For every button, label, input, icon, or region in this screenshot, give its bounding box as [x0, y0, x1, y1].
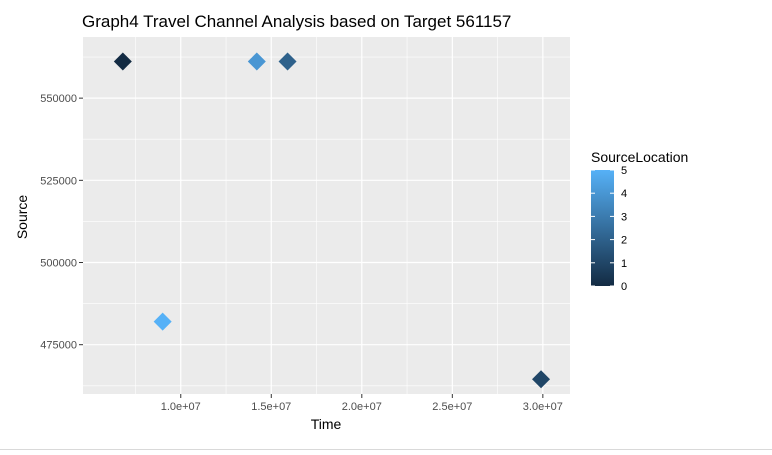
- legend-colorbar: [591, 170, 614, 286]
- bottom-divider: [0, 449, 772, 450]
- x-axis-label: Time: [311, 416, 342, 432]
- data-point: [247, 52, 266, 71]
- x-tick-label: 3.0e+07: [523, 401, 563, 413]
- data-point: [113, 52, 132, 71]
- y-tick-label: 550000: [40, 93, 77, 105]
- y-tick-label: 475000: [40, 340, 77, 352]
- y-tick-label: 525000: [40, 175, 77, 187]
- x-tick-label: 2.0e+07: [342, 401, 382, 413]
- legend-title: SourceLocation: [591, 149, 688, 165]
- legend-tick-label: 0: [621, 281, 627, 293]
- y-axis-label: Source: [14, 195, 30, 240]
- data-point: [153, 312, 172, 331]
- plot-panel: [83, 37, 570, 394]
- chart-title: Graph4 Travel Channel Analysis based on …: [82, 12, 511, 31]
- legend-tick-label: 4: [621, 188, 627, 200]
- legend-tick-label: 2: [621, 235, 627, 247]
- data-points: [113, 52, 551, 389]
- x-tick-label: 1.0e+07: [161, 401, 201, 413]
- y-tick-label: 500000: [40, 258, 77, 270]
- plot-background: [83, 37, 570, 394]
- color-legend: SourceLocation 0 1 2 3 4 5: [591, 149, 688, 293]
- data-point: [278, 52, 297, 71]
- legend-tick-label: 5: [621, 165, 627, 177]
- legend-tick-label: 1: [621, 258, 627, 270]
- axes: 1.0e+07 1.5e+07 2.0e+07 2.5e+07 3.0e+07 47500…: [40, 93, 563, 413]
- data-point: [532, 370, 551, 389]
- x-tick-label: 1.5e+07: [251, 401, 291, 413]
- x-tick-label: 2.5e+07: [432, 401, 472, 413]
- legend-tick-label: 3: [621, 211, 627, 223]
